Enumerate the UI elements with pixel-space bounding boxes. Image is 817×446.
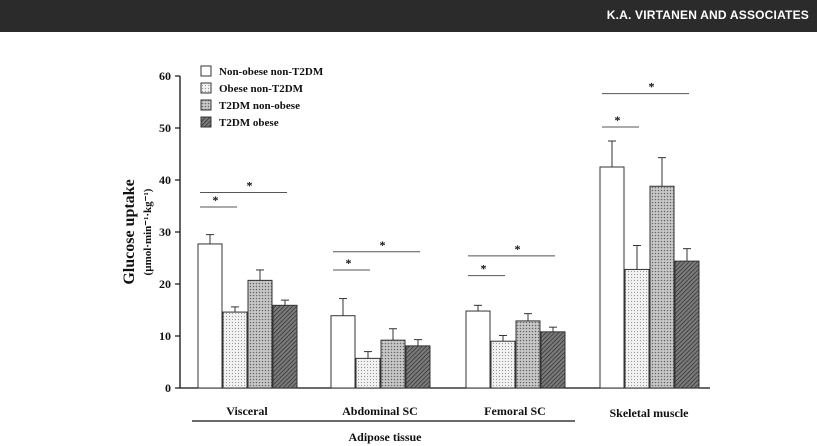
supergroup-label: Adipose tissue [348,430,422,444]
y-tick-label: 40 [159,173,171,187]
category-label: Abdominal SC [342,404,418,418]
significance-marker: * [615,113,621,127]
bar [380,339,406,389]
bar [624,268,650,389]
category-label: Visceral [226,404,268,418]
y-tick-label: 0 [165,381,171,395]
legend-swatch [200,99,212,111]
y-axis-title: Glucose uptake [121,179,138,284]
legend-label: T2DM non-obese [219,100,300,112]
y-tick-label: 30 [159,225,171,239]
legend-label: T2DM obese [219,117,279,129]
bar [355,357,381,389]
category-label: Skeletal muscle [610,406,690,420]
bar [197,243,223,389]
bar [222,311,248,389]
bar [674,260,700,389]
bar [490,340,516,389]
header-text: K.A. VIRTANEN AND ASSOCIATES [606,8,809,22]
bar-chart: 0 10 20 30 40 50 60 Glucose uptake (µmol·min⁻¹·k… [121,65,710,444]
y-tick-label: 60 [159,69,171,83]
legend-label: Obese non-T2DM [219,83,304,95]
significance-marker: * [515,242,521,256]
y-tick-label: 50 [159,121,171,135]
y-tick-label: 20 [159,277,171,291]
bar [649,185,675,389]
legend-swatch [200,65,212,77]
legend-swatch [200,82,212,94]
legend-swatch [200,116,212,128]
significance-marker: * [481,262,487,276]
legend-label: Non-obese non-T2DM [219,66,324,78]
bar [540,331,566,389]
bar [272,304,298,389]
y-tick-label: 10 [159,329,171,343]
bar [599,166,625,389]
y-axis-units: (µmol·min⁻¹·kg⁻¹) [142,188,154,275]
significance-marker: * [346,256,352,270]
significance-marker: * [380,238,386,252]
category-label: Femoral SC [484,404,546,418]
bar [247,279,273,389]
bar [405,345,431,389]
significance-marker: * [649,80,655,94]
bar [515,320,541,389]
bar [465,310,491,389]
header-bar: K.A. VIRTANEN AND ASSOCIATES [0,0,817,32]
significance-marker: * [247,178,253,192]
significance-marker: * [213,193,219,207]
bar [330,315,356,389]
